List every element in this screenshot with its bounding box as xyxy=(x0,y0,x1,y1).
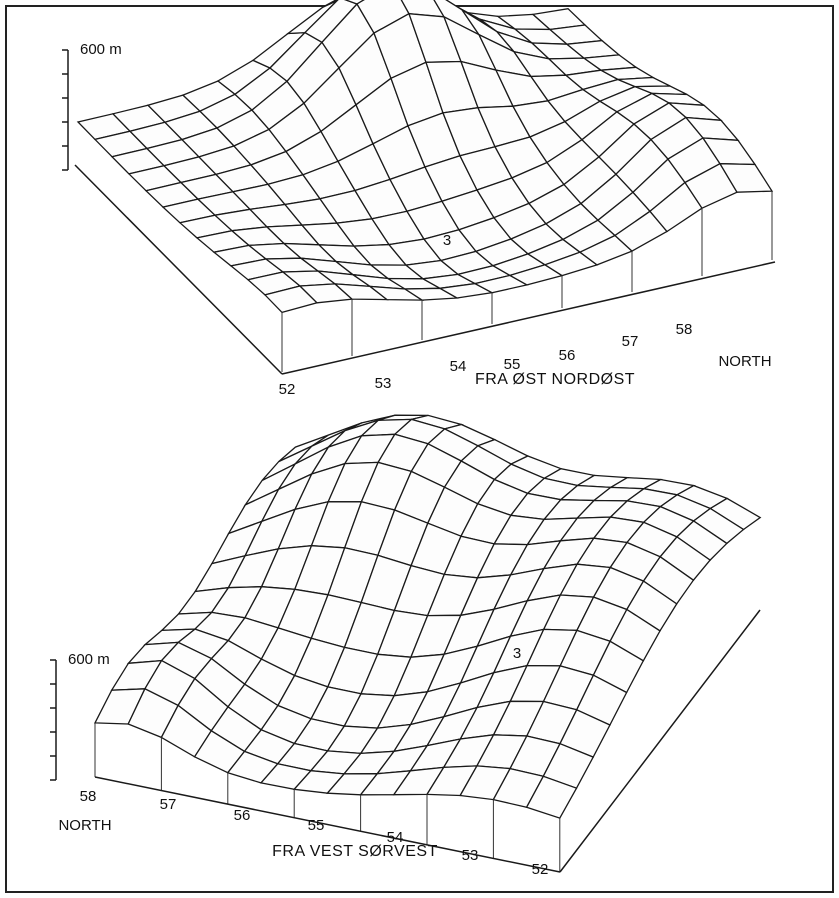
tick-label: 57 xyxy=(622,333,639,350)
axis xyxy=(74,164,776,375)
tick-label: 56 xyxy=(234,807,251,824)
axis xyxy=(94,609,761,873)
mesh-cell xyxy=(344,0,365,5)
north-label: NORTH xyxy=(718,353,771,370)
mesh-cell xyxy=(718,163,774,193)
marker-label: 3 xyxy=(443,232,451,249)
tick-label: 55 xyxy=(308,817,325,834)
tick-label: 57 xyxy=(160,796,177,813)
tick-label: 53 xyxy=(375,375,392,392)
tick-label: 58 xyxy=(676,321,693,338)
mesh-cell xyxy=(322,0,341,8)
caption: FRA VEST SØRVEST xyxy=(272,843,438,860)
tick-label: 55 xyxy=(504,356,521,373)
mesh-cell xyxy=(525,775,578,819)
terrain-mesh-top xyxy=(76,0,774,372)
caption: FRA ØST NORDØST xyxy=(475,371,635,388)
tick-label: 53 xyxy=(462,847,479,864)
scale-bar xyxy=(62,49,69,171)
tick-label: 58 xyxy=(80,788,97,805)
scale-bar xyxy=(50,659,57,781)
tick-label: 54 xyxy=(450,358,467,375)
scale-label: 600 m xyxy=(68,651,110,668)
tick-label: 52 xyxy=(279,381,296,398)
terrain-mesh-bottom xyxy=(93,414,762,873)
tick-label: 52 xyxy=(532,861,549,878)
tick-label: 56 xyxy=(559,347,576,364)
north-label: NORTH xyxy=(58,817,111,834)
scale-label: 600 m xyxy=(80,41,122,58)
marker-label: 3 xyxy=(513,645,521,662)
tick-label: 54 xyxy=(387,829,404,846)
